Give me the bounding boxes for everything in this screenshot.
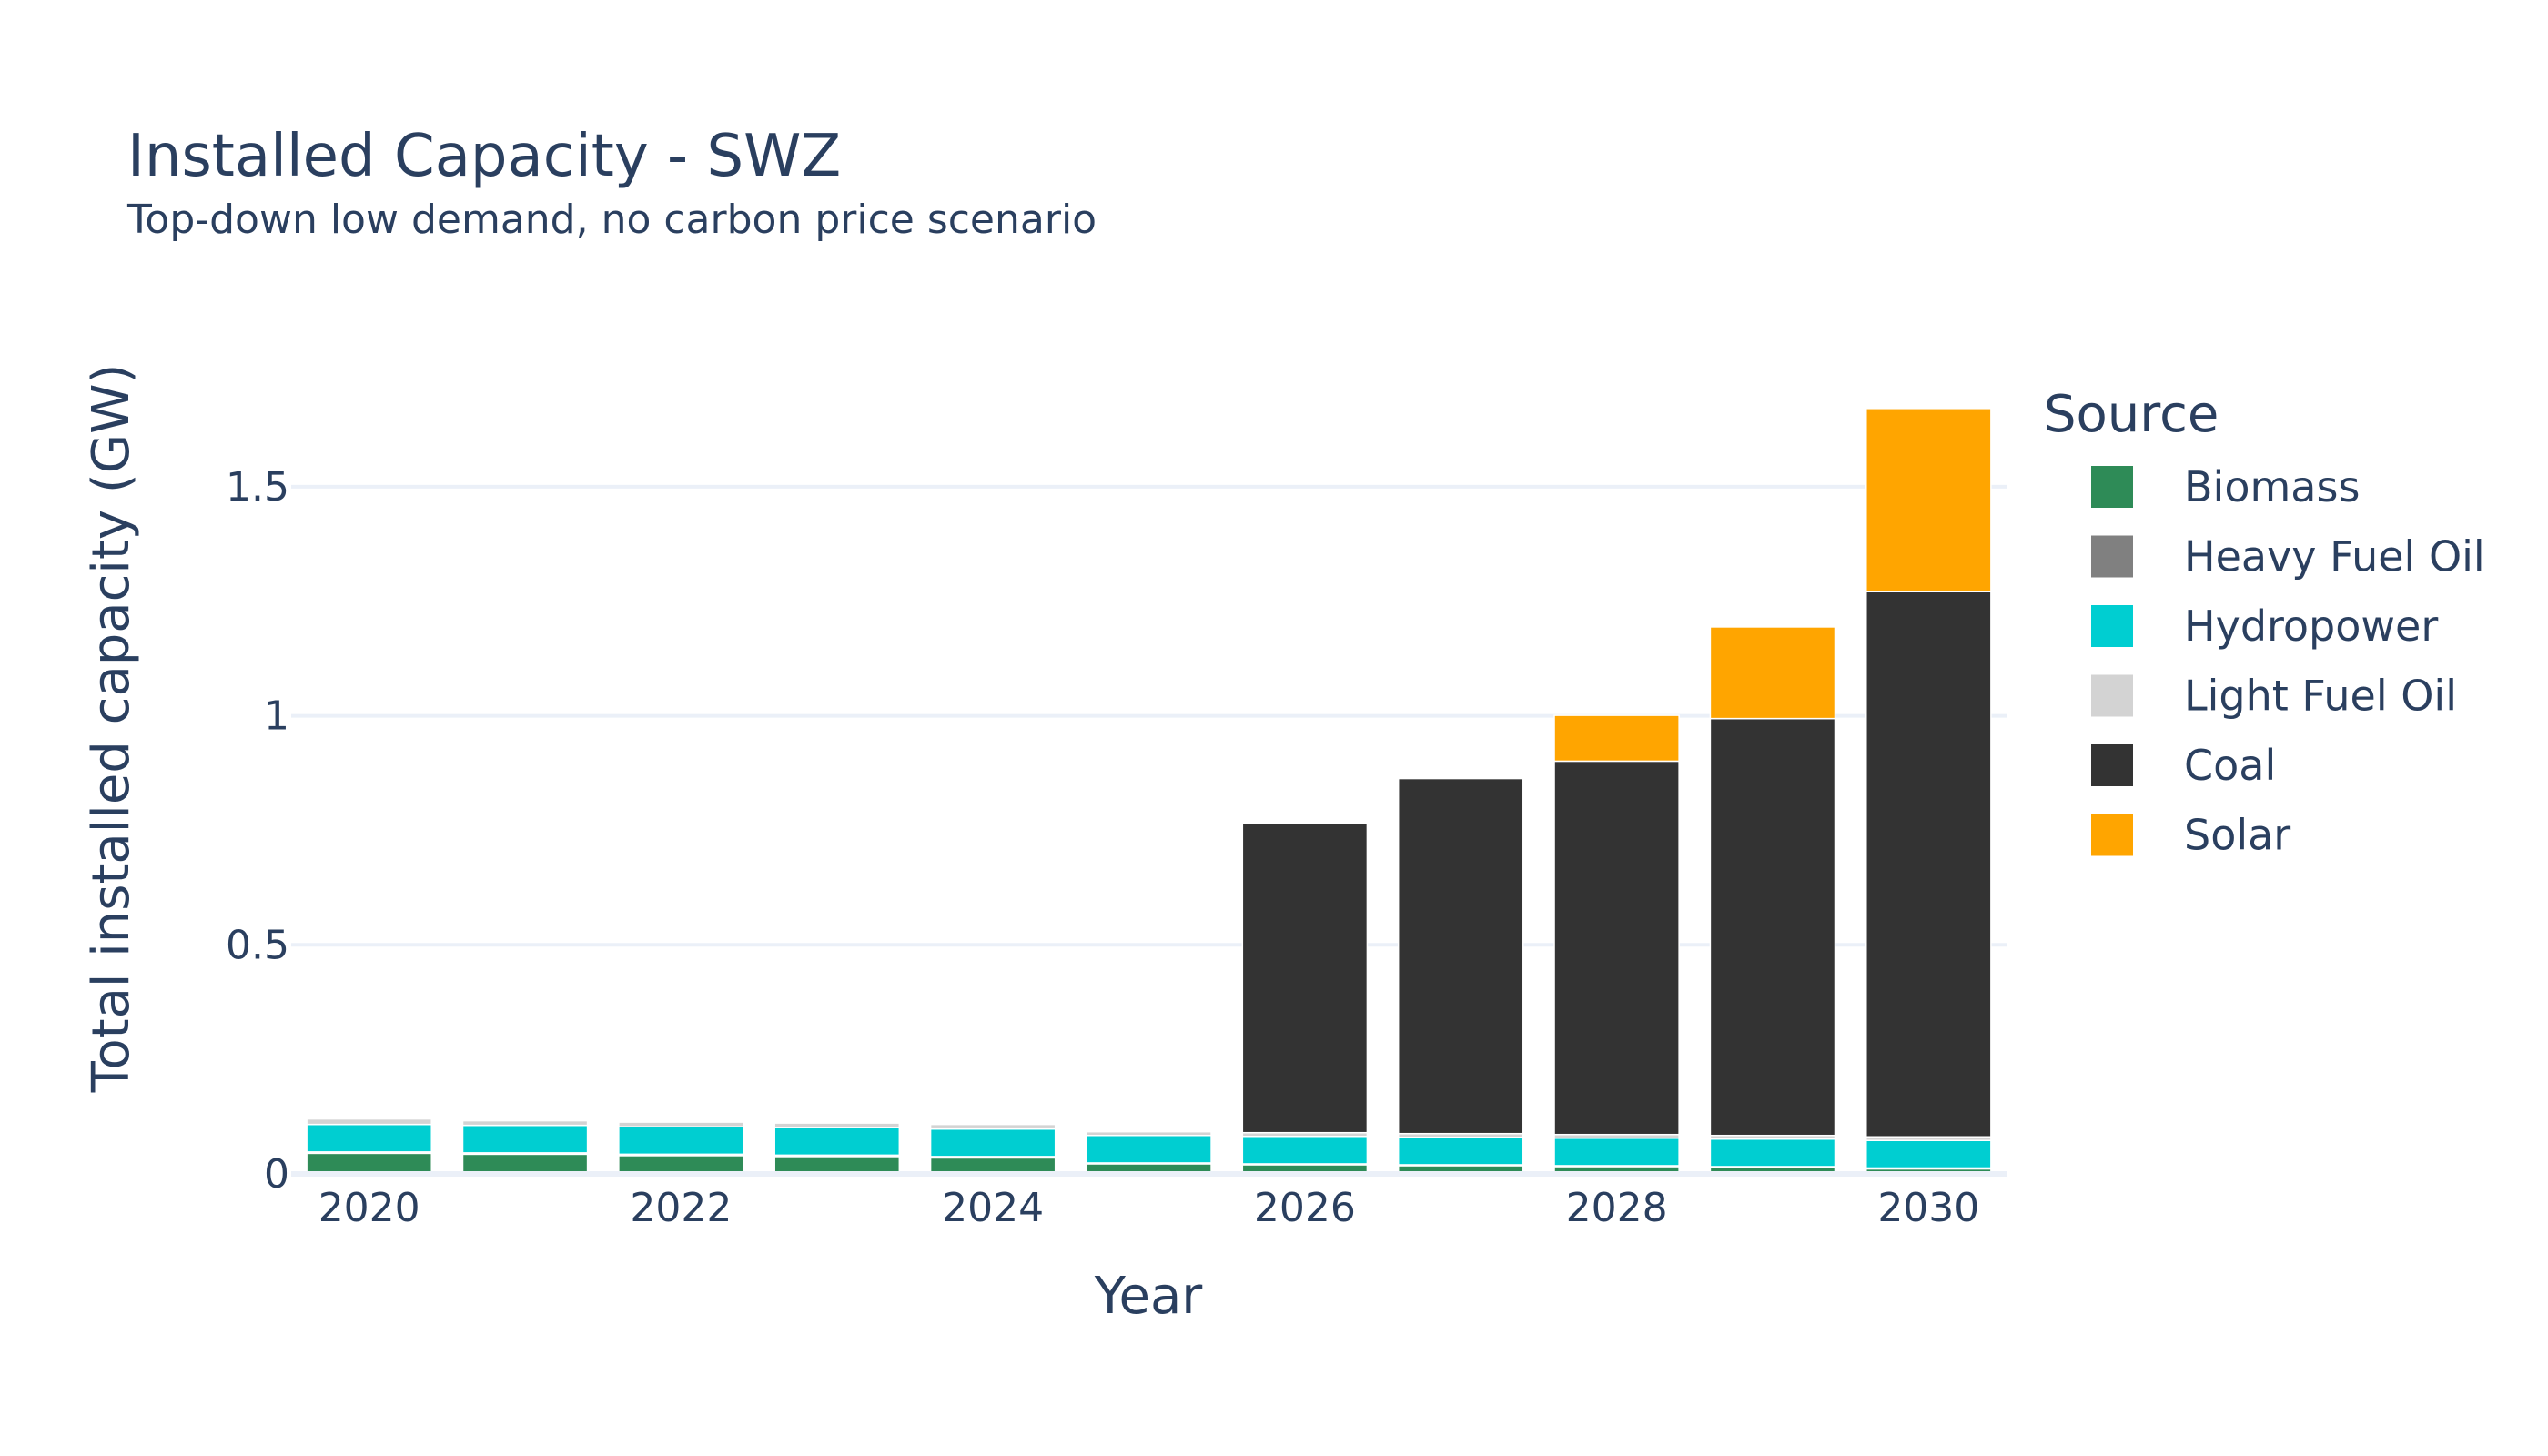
bar-hydropower-2023[interactable] xyxy=(774,1127,901,1157)
legend-item-coal[interactable]: Coal xyxy=(2091,741,2276,790)
bar-coal-2027[interactable] xyxy=(1397,777,1524,1135)
bar-biomass-2022[interactable] xyxy=(618,1155,744,1175)
x-axis-ticks: 2020 2022 2024 2026 2028 2030 xyxy=(318,1185,1980,1231)
legend-swatch xyxy=(2091,535,2133,578)
bar-hydropower-2028[interactable] xyxy=(1553,1137,1680,1167)
bar-light-fuel-oil-2023[interactable] xyxy=(774,1122,901,1128)
legend-item-hydropower[interactable]: Hydropower xyxy=(2091,602,2438,651)
y-axis-ticks: 0 0.5 1 1.5 xyxy=(226,464,289,1198)
bar-hydropower-2025[interactable] xyxy=(1086,1134,1212,1164)
legend-label: Light Fuel Oil xyxy=(2184,672,2457,721)
bar-solar-2030[interactable] xyxy=(1866,408,1992,592)
bar-coal-2026[interactable] xyxy=(1241,823,1369,1134)
bar-light-fuel-oil-2024[interactable] xyxy=(929,1123,1057,1130)
legend[interactable]: Biomass Heavy Fuel Oil Hydropower Light Fue… xyxy=(2091,462,2485,860)
legend-title: Source xyxy=(2044,385,2219,444)
bar-biomass-2021[interactable] xyxy=(461,1153,589,1175)
bar-solar-2029[interactable] xyxy=(1709,626,1836,720)
chart-title: Installed Capacity - SWZ xyxy=(127,123,841,190)
bar-coal-2030[interactable] xyxy=(1866,591,1992,1138)
y-tick-label: 1 xyxy=(264,693,289,740)
bar-hydropower-2027[interactable] xyxy=(1397,1136,1524,1166)
bar-hydropower-2026[interactable] xyxy=(1241,1135,1369,1165)
x-tick-label: 2024 xyxy=(942,1185,1044,1231)
legend-label: Coal xyxy=(2184,741,2276,790)
y-tick-label: 0 xyxy=(264,1151,289,1198)
x-tick-label: 2030 xyxy=(1877,1185,1979,1231)
legend-label: Heavy Fuel Oil xyxy=(2184,532,2485,581)
x-axis-title: Year xyxy=(1094,1267,1204,1326)
bar-hydropower-2020[interactable] xyxy=(306,1123,432,1153)
legend-item-light-fuel-oil[interactable]: Light Fuel Oil xyxy=(2091,672,2457,721)
legend-item-heavy-fuel-oil[interactable]: Heavy Fuel Oil xyxy=(2091,532,2485,581)
legend-swatch xyxy=(2091,466,2133,508)
legend-swatch xyxy=(2091,814,2133,856)
legend-label: Hydropower xyxy=(2184,602,2438,651)
bar-light-fuel-oil-2021[interactable] xyxy=(461,1119,589,1127)
bar-hydropower-2029[interactable] xyxy=(1709,1138,1836,1168)
legend-item-solar[interactable]: Solar xyxy=(2091,811,2290,860)
chart-subtitle: Top-down low demand, no carbon price sce… xyxy=(126,197,1097,243)
x-tick-label: 2028 xyxy=(1566,1185,1668,1231)
legend-swatch xyxy=(2091,674,2133,717)
x-tick-label: 2026 xyxy=(1254,1185,1356,1231)
legend-item-biomass[interactable]: Biomass xyxy=(2091,462,2360,511)
bar-solar-2028[interactable] xyxy=(1553,714,1680,763)
bar-coal-2029[interactable] xyxy=(1709,717,1836,1137)
bar-biomass-2020[interactable] xyxy=(306,1152,432,1175)
bar-light-fuel-oil-2025[interactable] xyxy=(1086,1130,1212,1137)
bar-hydropower-2024[interactable] xyxy=(929,1127,1057,1158)
y-tick-label: 1.5 xyxy=(226,464,289,511)
bar-hydropower-2022[interactable] xyxy=(618,1126,744,1156)
bar-light-fuel-oil-2020[interactable] xyxy=(306,1117,432,1126)
legend-swatch xyxy=(2091,605,2133,647)
y-axis-title: Total installed capacity (GW) xyxy=(82,364,141,1094)
bar-hydropower-2030[interactable] xyxy=(1866,1139,1992,1169)
x-tick-label: 2022 xyxy=(630,1185,732,1231)
x-tick-label: 2020 xyxy=(318,1185,420,1231)
legend-swatch xyxy=(2091,744,2133,786)
bar-coal-2028[interactable] xyxy=(1553,760,1680,1136)
y-tick-label: 0.5 xyxy=(226,922,289,968)
bar-hydropower-2021[interactable] xyxy=(461,1124,589,1154)
legend-label: Solar xyxy=(2184,811,2290,860)
legend-label: Biomass xyxy=(2184,462,2360,511)
bar-light-fuel-oil-2022[interactable] xyxy=(618,1121,744,1127)
bars xyxy=(291,408,2007,1177)
